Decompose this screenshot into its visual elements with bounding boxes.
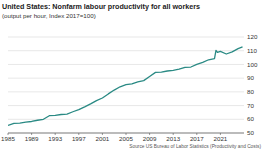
x-tick-label: 2017 xyxy=(190,135,204,142)
grid-line xyxy=(8,105,244,106)
title: United States: Nonfarm labour productivi… xyxy=(2,2,200,11)
x-tick-label: 2005 xyxy=(119,135,133,142)
y-tick-label: 120 xyxy=(247,33,258,40)
grid-line xyxy=(8,50,244,51)
subtitle: (output per hour, Index 2017=100) xyxy=(2,12,96,19)
x-tick-label: 2001 xyxy=(96,135,110,142)
x-tick-label: 1985 xyxy=(1,135,15,142)
x-tick-label: 2013 xyxy=(166,135,180,142)
y-tick-label: 50 xyxy=(247,129,254,136)
chart: United States: Nonfarm labour productivi… xyxy=(0,0,263,150)
y-tick-label: 80 xyxy=(247,88,254,95)
plot-area xyxy=(8,47,243,126)
y-tick-label: 110 xyxy=(247,47,257,54)
x-tick-label: 1989 xyxy=(25,135,39,142)
y-tick-label: 60 xyxy=(247,115,254,122)
x-tick-label: 1997 xyxy=(72,135,86,142)
data-line xyxy=(8,47,243,126)
x-tick-label: 1993 xyxy=(48,135,62,142)
y-tick-label: 70 xyxy=(247,102,254,109)
grid-line xyxy=(8,91,244,92)
grid-line xyxy=(8,64,244,65)
x-tick-label: 2009 xyxy=(143,135,157,142)
y-tick-label: 90 xyxy=(247,74,254,81)
grid-line xyxy=(8,37,244,38)
y-tick-label: 100 xyxy=(247,61,258,68)
grid-line xyxy=(8,78,244,79)
x-tick-label: 2021 xyxy=(214,135,228,142)
source: Source US Bureau of Labor Statistics (Pr… xyxy=(129,144,261,149)
